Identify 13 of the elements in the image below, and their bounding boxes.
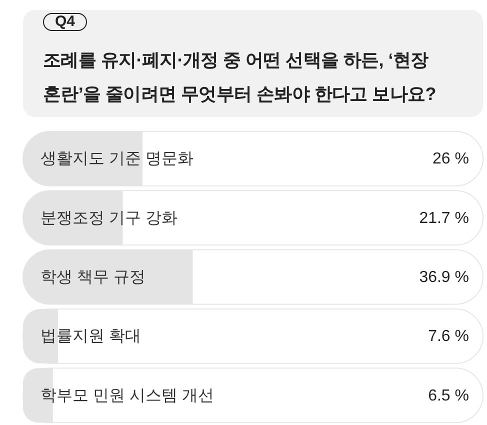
data-label: 36.9 %: [419, 269, 469, 286]
data-label: 7.6 %: [428, 328, 469, 346]
text: Q4: [43, 13, 88, 31]
data-label: 21.7 %: [419, 210, 469, 227]
y-tick-label: 학부모 민원 시스템 개선: [40, 387, 214, 404]
y-tick-label: 법률지원 확대: [40, 328, 141, 346]
y-tick-label: 생활지도 기준 명문화: [40, 150, 194, 168]
data-label: 26 %: [432, 150, 469, 168]
bar: [23, 131, 143, 186]
y-tick-label: 분쟁조정 기구 강화: [40, 210, 178, 227]
y-tick-label: 학생 책무 규정: [40, 269, 146, 286]
data-label: 6.5 %: [428, 387, 469, 404]
chart-title: 조례를 유지·폐지·개정 중 어떤 선택을 하든, ‘현장 혼란’을 줄이려면 무엇부터 손봐야 한다고 보나요?: [43, 49, 437, 106]
